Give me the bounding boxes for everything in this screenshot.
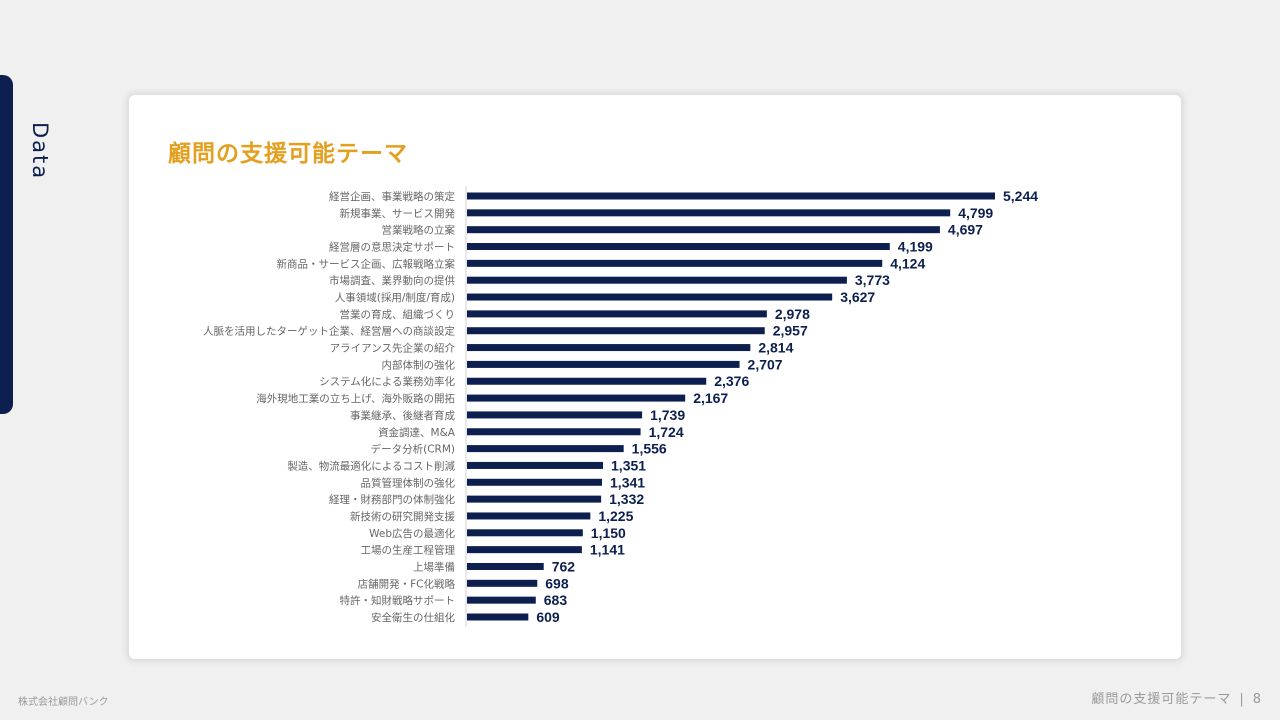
bar [467, 327, 765, 335]
bar [467, 445, 624, 453]
bar [467, 495, 602, 503]
chart-title: 顧問の支援可能テーマ [168, 141, 408, 167]
category-label: 新規事業、サービス開発 [340, 207, 456, 220]
value-label: 1,332 [609, 491, 644, 507]
category-label: 営業の育成、組織づくり [340, 308, 456, 321]
category-label: Web広告の最適化 [369, 527, 455, 540]
category-label: 特許・知財戦略サポート [340, 594, 456, 607]
value-label: 4,697 [948, 222, 983, 238]
bar [467, 360, 740, 368]
category-label: 人脈を活用したターゲット企業、経営層への商談設定 [203, 325, 455, 338]
category-label: 内部体制の強化 [382, 358, 456, 371]
bar [467, 411, 643, 419]
chart-card [129, 95, 1181, 659]
bar [467, 512, 591, 520]
bar [467, 276, 847, 284]
value-label: 3,773 [855, 272, 890, 288]
category-label: 市場調査、業界動向の提供 [329, 274, 455, 287]
bar [467, 428, 641, 436]
category-label: 営業戦略の立案 [382, 224, 456, 237]
value-label: 2,957 [773, 323, 808, 339]
value-label: 1,351 [611, 457, 646, 473]
value-label: 2,978 [775, 306, 810, 322]
category-label: 経営企画、事業戦略の策定 [329, 190, 455, 203]
value-label: 5,244 [1003, 188, 1038, 204]
bar [467, 529, 583, 537]
bar [467, 209, 951, 217]
category-label: 資金調達、M&A [378, 426, 456, 439]
bar [467, 377, 707, 385]
value-label: 2,376 [714, 373, 749, 389]
category-label: 人事領域(採用/制度/育成) [335, 291, 455, 304]
bar [467, 394, 686, 402]
bar [467, 613, 529, 621]
value-label: 3,627 [840, 289, 875, 305]
category-label: 品質管理体制の強化 [361, 476, 456, 489]
bar [467, 579, 538, 587]
value-label: 1,739 [650, 407, 685, 423]
category-label: データ分析(CRM) [371, 443, 455, 456]
footer-company: 株式会社顧問バンク [18, 697, 109, 708]
value-label: 1,150 [591, 525, 626, 541]
category-label: 製造、物流最適化によるコスト削減 [287, 459, 455, 472]
value-label: 2,814 [758, 340, 793, 356]
bar [467, 310, 767, 318]
value-label: 1,341 [610, 474, 645, 490]
value-label: 683 [544, 592, 568, 608]
bar [467, 344, 751, 352]
bar [467, 596, 536, 604]
category-label: 新商品・サービス企画、広報戦略立案 [277, 257, 456, 270]
category-label: 新技術の研究開発支援 [350, 510, 455, 523]
value-label: 4,799 [958, 205, 993, 221]
value-label: 1,556 [632, 441, 667, 457]
bar [467, 293, 833, 301]
category-label: 海外現地工業の立ち上げ、海外販路の開拓 [256, 392, 455, 405]
section-label: Data [28, 122, 52, 181]
category-label: 店舗開発・FC化戦略 [358, 577, 456, 590]
footer-section-title: 顧問の支援可能テーマ [1091, 692, 1232, 707]
value-label: 762 [552, 558, 576, 574]
bar [467, 562, 544, 570]
category-label: 上場準備 [413, 560, 455, 573]
bar [467, 192, 995, 200]
category-label: 経営層の意思決定サポート [329, 241, 455, 254]
value-label: 609 [536, 609, 560, 625]
bar [467, 259, 883, 267]
bar [467, 243, 890, 251]
page-number: 8 [1252, 692, 1262, 707]
category-label: 経理・財務部門の体制強化 [329, 493, 455, 506]
bar [467, 546, 582, 554]
footer-separator: | [1239, 692, 1245, 707]
value-label: 1,724 [649, 424, 684, 440]
value-label: 4,124 [890, 255, 925, 271]
bar [467, 226, 940, 234]
value-label: 698 [545, 575, 569, 591]
value-label: 1,141 [590, 542, 625, 558]
bar [467, 461, 604, 469]
category-label: 事業継承、後継者育成 [350, 409, 455, 422]
category-label: アライアンス先企業の紹介 [330, 342, 456, 355]
value-label: 1,225 [598, 508, 633, 524]
footer-page-info: 顧問の支援可能テーマ | 8 [1091, 688, 1262, 707]
side-accent-tab [0, 75, 13, 414]
category-label: 工場の生産工程管理 [361, 544, 456, 557]
value-label: 4,199 [898, 239, 933, 255]
category-label: システム化による業務効率化 [319, 375, 455, 388]
bar-chart: 経営企画、事業戦略の策定 5,244 新規事業、サービス開発 4,799 営業戦略の立案… [203, 186, 1038, 627]
bar [467, 478, 603, 486]
value-label: 2,167 [693, 390, 728, 406]
value-label: 2,707 [748, 356, 783, 372]
category-label: 安全衛生の仕組化 [371, 611, 455, 624]
